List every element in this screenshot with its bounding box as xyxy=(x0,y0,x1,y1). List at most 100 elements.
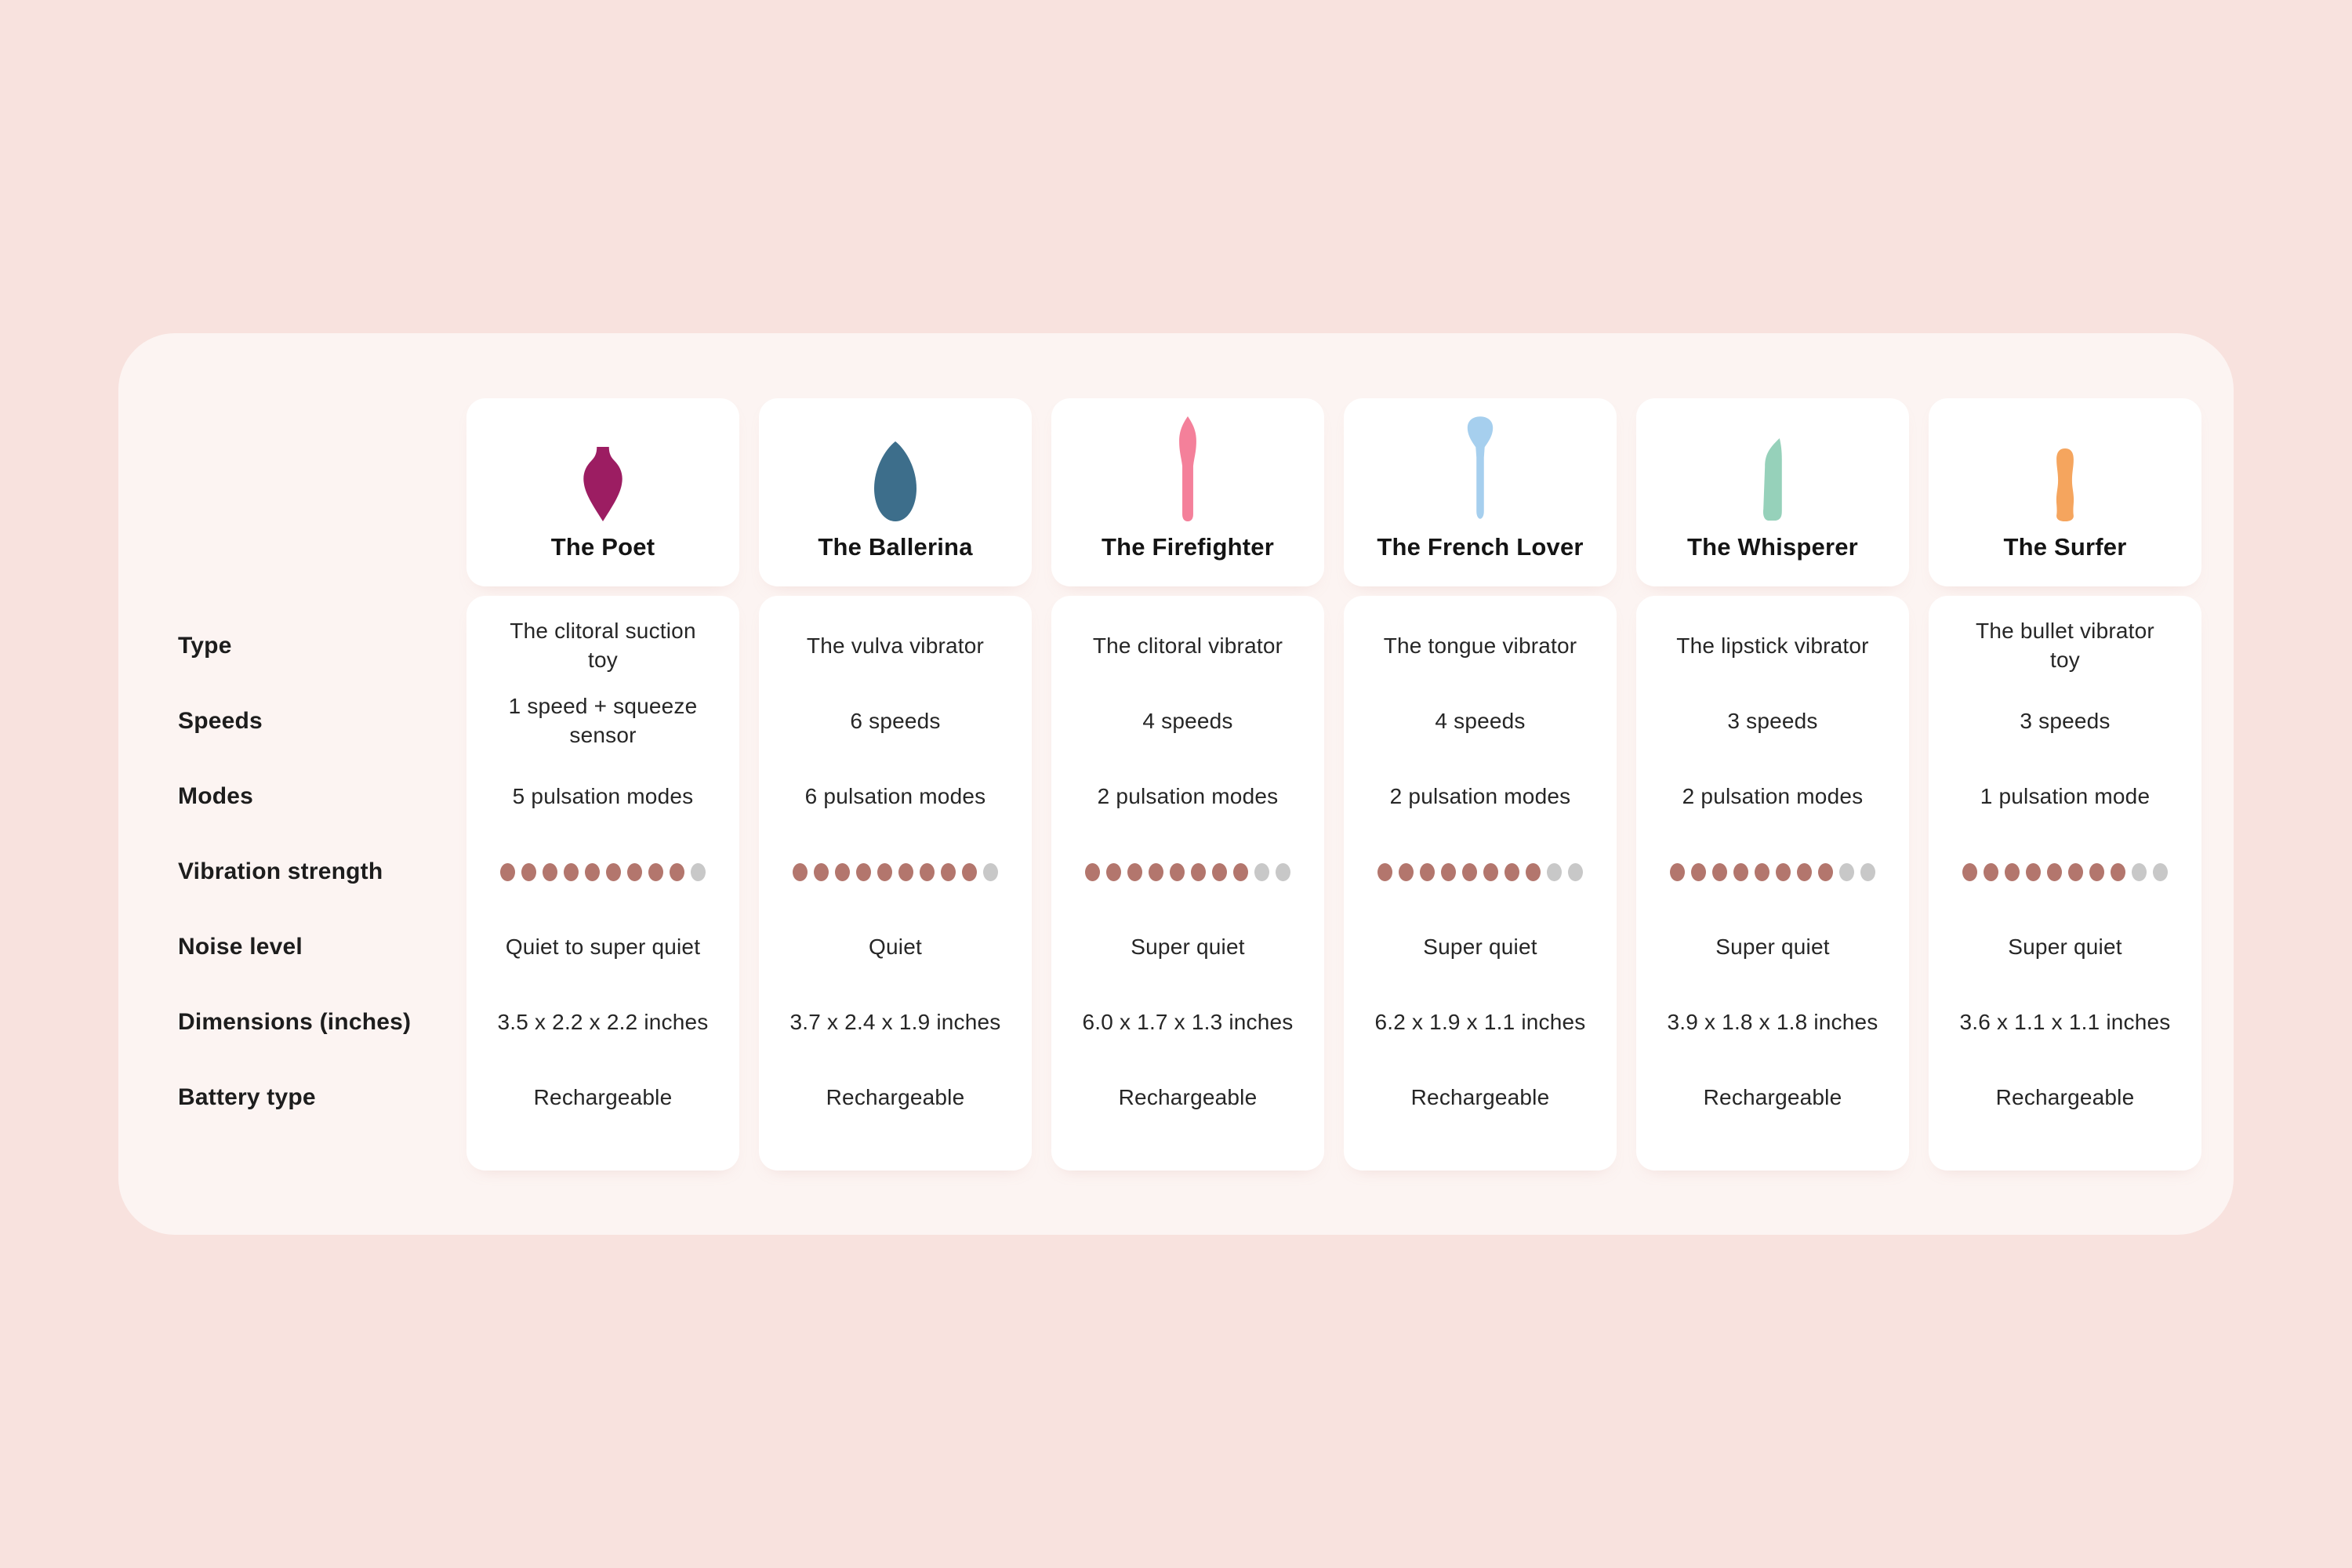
dot-filled xyxy=(1776,862,1791,881)
vibration-strength-dots xyxy=(1051,834,1324,909)
spec-battery-type: Rechargeable xyxy=(1410,1084,1550,1109)
comparison-card-container: Type Speeds Modes Vibration strength Noi… xyxy=(118,333,2234,1235)
dot-filled xyxy=(793,862,808,881)
spec-noise-level: Super quiet xyxy=(1715,934,1830,959)
spec-speeds: 4 speeds xyxy=(1435,708,1526,733)
spec-type: The tongue vibrator xyxy=(1383,633,1577,658)
dot-filled xyxy=(648,862,663,881)
dot-filled xyxy=(500,862,515,881)
dot-empty xyxy=(1276,862,1290,881)
dot-filled xyxy=(1085,862,1100,881)
product-column: The Whisperer The lipstick vibrator 3 sp… xyxy=(1636,398,1909,1171)
poet-icon xyxy=(579,398,627,522)
spec-modes: 2 pulsation modes xyxy=(1097,783,1279,808)
product-name: The French Lover xyxy=(1377,533,1584,561)
spec-noise-level: Super quiet xyxy=(1131,934,1245,959)
dot-filled xyxy=(1233,862,1248,881)
spec-modes: 5 pulsation modes xyxy=(512,783,694,808)
dot-filled xyxy=(543,862,557,881)
row-label-modes: Modes xyxy=(178,783,254,809)
spec-type: The clitoral vibrator xyxy=(1092,633,1283,658)
spec-dimensions: 3.9 x 1.8 x 1.8 inches xyxy=(1667,1009,1878,1034)
product-spec-card: The clitoral vibrator 4 speeds 2 pulsati… xyxy=(1051,596,1324,1171)
dot-filled xyxy=(1818,862,1833,881)
spec-battery-type: Rechargeable xyxy=(533,1084,673,1109)
spec-battery-type: Rechargeable xyxy=(826,1084,965,1109)
dot-filled xyxy=(962,862,977,881)
dot-filled xyxy=(2089,862,2104,881)
product-column: The Ballerina The vulva vibrator 6 speed… xyxy=(759,398,1032,1171)
spec-speeds: 1 speed + squeeze sensor xyxy=(508,694,698,747)
dot-filled xyxy=(1106,862,1121,881)
dot-filled xyxy=(1504,862,1519,881)
product-column: The French Lover The tongue vibrator 4 s… xyxy=(1344,398,1617,1171)
spec-type: The clitoral suction toy xyxy=(510,619,696,672)
spec-modes: 2 pulsation modes xyxy=(1389,783,1571,808)
whisperer-icon xyxy=(1759,398,1787,522)
product-header-card: The Firefighter xyxy=(1051,398,1324,586)
dot-filled xyxy=(1526,862,1541,881)
product-name: The Whisperer xyxy=(1687,533,1858,561)
product-columns: The Poet The clitoral suction toy 1 spee… xyxy=(466,398,2201,1171)
dot-filled xyxy=(670,862,684,881)
dot-filled xyxy=(1399,862,1414,881)
spec-speeds: 3 speeds xyxy=(2020,708,2111,733)
spec-modes: 6 pulsation modes xyxy=(804,783,986,808)
dot-filled xyxy=(2068,862,2083,881)
row-label-dimensions: Dimensions (inches) xyxy=(178,1009,412,1035)
dot-filled xyxy=(1483,862,1498,881)
dot-filled xyxy=(585,862,600,881)
dot-filled xyxy=(1191,862,1206,881)
spec-type: The vulva vibrator xyxy=(806,633,985,658)
dot-filled xyxy=(856,862,871,881)
spec-battery-type: Rechargeable xyxy=(1703,1084,1842,1109)
ballerina-icon xyxy=(869,398,921,522)
vibration-strength-dots xyxy=(466,834,739,909)
dot-filled xyxy=(564,862,579,881)
dot-filled xyxy=(835,862,850,881)
dot-empty xyxy=(2132,862,2147,881)
dot-filled xyxy=(1170,862,1185,881)
spec-noise-level: Quiet xyxy=(869,934,922,959)
vibration-strength-dots xyxy=(1344,834,1617,909)
dot-filled xyxy=(1733,862,1748,881)
dot-filled xyxy=(920,862,935,881)
spec-speeds: 6 speeds xyxy=(850,708,941,733)
dot-filled xyxy=(2111,862,2125,881)
dot-empty xyxy=(1839,862,1854,881)
row-label-type: Type xyxy=(178,633,232,659)
spec-noise-level: Quiet to super quiet xyxy=(505,934,701,959)
dot-filled xyxy=(941,862,956,881)
product-name: The Ballerina xyxy=(818,533,973,561)
dot-empty xyxy=(1860,862,1875,881)
spec-dimensions: 6.0 x 1.7 x 1.3 inches xyxy=(1082,1009,1294,1034)
spec-noise-level: Super quiet xyxy=(1423,934,1537,959)
firefighter-icon xyxy=(1174,398,1201,522)
dot-filled xyxy=(1462,862,1477,881)
product-spec-card: The tongue vibrator 4 speeds 2 pulsation… xyxy=(1344,596,1617,1171)
spec-type: The lipstick vibrator xyxy=(1676,633,1869,658)
dot-filled xyxy=(1797,862,1812,881)
french-lover-icon xyxy=(1465,398,1496,522)
row-labels-column: Type Speeds Modes Vibration strength Noi… xyxy=(178,596,460,1135)
spec-battery-type: Rechargeable xyxy=(1118,1084,1258,1109)
product-spec-card: The bullet vibrator toy 3 speeds 1 pulsa… xyxy=(1929,596,2201,1171)
dot-filled xyxy=(606,862,621,881)
dot-filled xyxy=(1712,862,1727,881)
dot-filled xyxy=(1127,862,1142,881)
product-header-card: The Poet xyxy=(466,398,739,586)
product-header-card: The French Lover xyxy=(1344,398,1617,586)
vibration-strength-dots xyxy=(759,834,1032,909)
dot-filled xyxy=(1149,862,1163,881)
spec-dimensions: 6.2 x 1.9 x 1.1 inches xyxy=(1374,1009,1586,1034)
dot-filled xyxy=(1377,862,1392,881)
dot-filled xyxy=(1962,862,1977,881)
product-name: The Surfer xyxy=(2003,533,2127,561)
vibration-strength-dots xyxy=(1636,834,1909,909)
dot-filled xyxy=(1670,862,1685,881)
spec-speeds: 3 speeds xyxy=(1727,708,1818,733)
product-spec-card: The clitoral suction toy 1 speed + squee… xyxy=(466,596,739,1171)
product-spec-card: The lipstick vibrator 3 speeds 2 pulsati… xyxy=(1636,596,1909,1171)
product-header-card: The Whisperer xyxy=(1636,398,1909,586)
